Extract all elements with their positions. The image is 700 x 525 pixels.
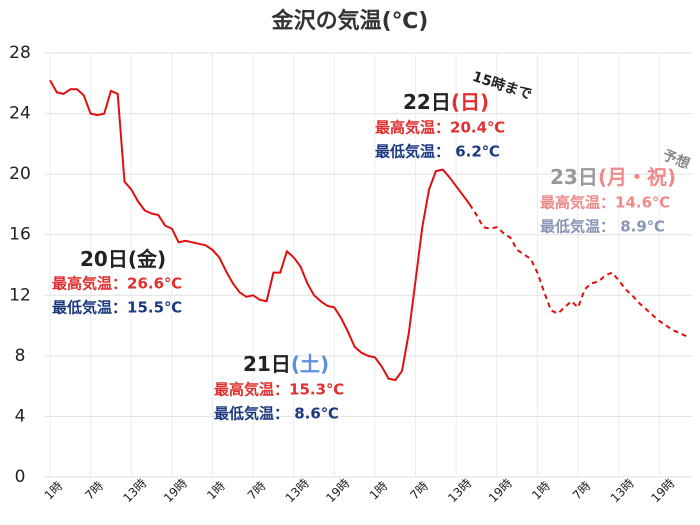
max-temp-label: 最高気温：15.3℃ (214, 381, 344, 399)
x-tick-label-group: 7時 (570, 479, 594, 503)
x-tick-label: 1時 (529, 479, 553, 503)
chart-title: 金沢の気温(℃) (271, 8, 429, 34)
x-tick-label: 19時 (648, 476, 677, 505)
x-tick-label: 7時 (570, 479, 594, 503)
x-tick-label-group: 19時 (161, 476, 190, 505)
x-tick-label: 7時 (245, 479, 269, 503)
x-tick-label-group: 13時 (120, 476, 149, 505)
y-tick-label: 12 (9, 285, 31, 305)
max-temp-label: 最高気温：20.4℃ (375, 119, 505, 137)
x-tick-label: 1時 (204, 479, 228, 503)
min-temp-label: 最低気温：15.5℃ (52, 299, 182, 317)
x-tick-label-group: 1時 (204, 479, 228, 503)
day: 21日 (243, 352, 291, 376)
x-tick-label-group: 7時 (245, 479, 269, 503)
x-tick-label: 1時 (367, 479, 391, 503)
max-temp-label: 最高気温：14.6℃ (540, 194, 670, 212)
y-tick-label: 16 (9, 225, 31, 245)
y-tick-label: 8 (15, 346, 26, 366)
y-tick-label: 20 (9, 164, 31, 184)
x-tick-label-group: 19時 (486, 476, 515, 505)
x-tick-label: 19時 (323, 476, 352, 505)
day-label: 20日(金) (80, 247, 166, 271)
x-tick-label-group: 1時 (367, 479, 391, 503)
x-tick-label: 7時 (82, 479, 106, 503)
day-label: 22日(日) (403, 90, 489, 114)
day-label: 23日(月・祝) (550, 165, 676, 189)
x-tick-label: 19時 (486, 476, 515, 505)
x-tick-label-group: 19時 (648, 476, 677, 505)
weekday: (金) (128, 247, 166, 271)
weekday: (月・祝) (598, 165, 676, 189)
x-tick-label: 19時 (161, 476, 190, 505)
day: 22日 (403, 90, 451, 114)
day-label: 21日(土) (243, 352, 329, 376)
day: 20日 (80, 247, 128, 271)
x-tick-label-group: 19時 (323, 476, 352, 505)
x-tick-label: 7時 (407, 479, 431, 503)
x-tick-label: 13時 (445, 476, 474, 505)
x-tick-label-group: 1時 (42, 479, 66, 503)
x-tick-label-group: 13時 (608, 476, 637, 505)
y-tick-label: 24 (9, 104, 31, 124)
x-tick-label: 13時 (608, 476, 637, 505)
temperature-line (49, 79, 471, 382)
x-tick-label: 13時 (283, 476, 312, 505)
day: 23日 (550, 165, 598, 189)
max-temp-label: 最高気温：26.6℃ (52, 275, 182, 293)
x-tick-label: 1時 (42, 479, 66, 503)
y-tick-label: 0 (15, 467, 26, 487)
min-temp-label: 最低気温： 6.2℃ (375, 143, 500, 161)
x-tick-label-group: 13時 (445, 476, 474, 505)
x-tick-label: 13時 (120, 476, 149, 505)
y-tick-label: 4 (15, 406, 26, 426)
min-temp-label: 最低気温： 8.9℃ (540, 218, 665, 236)
min-temp-label: 最低気温： 8.6℃ (214, 405, 339, 423)
x-tick-label-group: 1時 (529, 479, 553, 503)
weekday: (日) (451, 90, 489, 114)
x-tick-label-group: 13時 (283, 476, 312, 505)
x-tick-label-group: 7時 (82, 479, 106, 503)
x-tick-label-group: 7時 (407, 479, 431, 503)
weekday: (土) (291, 352, 329, 376)
y-tick-label: 28 (9, 43, 31, 63)
